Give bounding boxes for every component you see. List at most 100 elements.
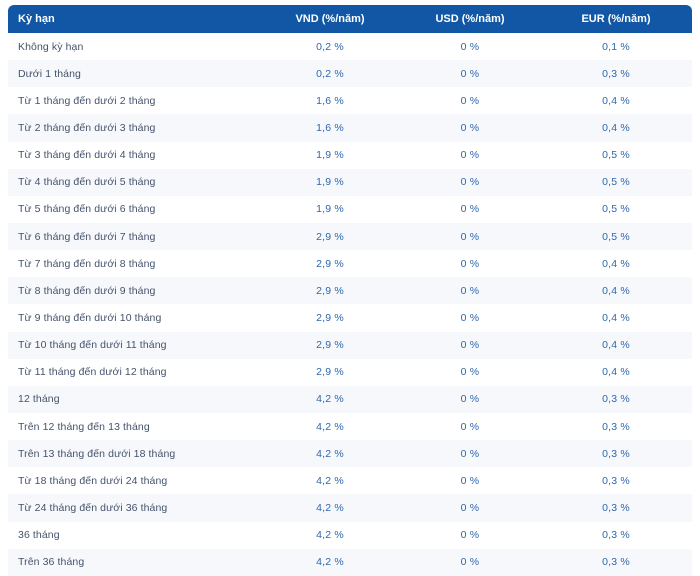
table-row: Trên 36 tháng 4,2 % 0 % 0,3 % (8, 548, 692, 576)
eur-rate-cell: 0,3 % (602, 529, 630, 542)
term-cell: Từ 24 tháng đến dưới 36 tháng (18, 501, 168, 514)
usd-rate-cell: 0 % (460, 556, 480, 569)
vnd-rate-cell: 1,9 % (316, 203, 344, 216)
table-row: Từ 11 tháng đến dưới 12 tháng 2,9 % 0 % … (8, 358, 692, 386)
usd-rate-cell: 0 % (460, 366, 480, 379)
table-body: Không kỳ hạn 0,2 % 0 % 0,1 % Dưới 1 thán… (8, 33, 692, 576)
table-row: Từ 2 tháng đến dưới 3 tháng 1,6 % 0 % 0,… (8, 114, 692, 142)
table-row: Từ 4 tháng đến dưới 5 tháng 1,9 % 0 % 0,… (8, 168, 692, 196)
term-cell: Từ 3 tháng đến dưới 4 tháng (18, 149, 156, 162)
eur-rate-cell: 0,1 % (602, 40, 630, 53)
vnd-rate-cell: 4,2 % (316, 501, 344, 514)
header-cell-eur: EUR (%/năm) (581, 13, 651, 25)
vnd-rate-cell: 4,2 % (316, 447, 344, 460)
vnd-rate-cell: 4,2 % (316, 556, 344, 569)
usd-rate-cell: 0 % (460, 311, 480, 324)
usd-rate-cell: 0 % (460, 474, 480, 487)
term-cell: Trên 36 tháng (18, 556, 85, 569)
vnd-rate-cell: 2,9 % (316, 339, 344, 352)
header-cell-term: Kỳ hạn (18, 13, 55, 25)
interest-rates-table: Kỳ hạn VND (%/năm) USD (%/năm) EUR (%/nă… (8, 5, 692, 576)
vnd-rate-cell: 0,2 % (316, 40, 344, 53)
term-cell: Từ 5 tháng đến dưới 6 tháng (18, 203, 156, 216)
usd-rate-cell: 0 % (460, 339, 480, 352)
table-row: Từ 8 tháng đến dưới 9 tháng 2,9 % 0 % 0,… (8, 277, 692, 305)
eur-rate-cell: 0,3 % (602, 447, 630, 460)
eur-rate-cell: 0,5 % (602, 149, 630, 162)
table-row: 36 tháng 4,2 % 0 % 0,3 % (8, 521, 692, 549)
term-cell: Từ 18 tháng đến dưới 24 tháng (18, 474, 168, 487)
vnd-rate-cell: 2,9 % (316, 311, 344, 324)
eur-rate-cell: 0,3 % (602, 474, 630, 487)
table-row: Trên 13 tháng đến dưới 18 tháng 4,2 % 0 … (8, 440, 692, 468)
vnd-rate-cell: 1,9 % (316, 176, 344, 189)
table-row: Từ 6 tháng đến dưới 7 tháng 2,9 % 0 % 0,… (8, 222, 692, 251)
usd-rate-cell: 0 % (460, 501, 480, 514)
usd-rate-cell: 0 % (460, 149, 480, 162)
usd-rate-cell: 0 % (460, 393, 480, 406)
table-row: Trên 12 tháng đến 13 tháng 4,2 % 0 % 0,3… (8, 412, 692, 441)
term-cell: Dưới 1 tháng (18, 67, 81, 80)
table-row: Từ 3 tháng đến dưới 4 tháng 1,9 % 0 % 0,… (8, 141, 692, 169)
table-header: Kỳ hạn VND (%/năm) USD (%/năm) EUR (%/nă… (8, 5, 692, 33)
vnd-rate-cell: 2,9 % (316, 230, 344, 243)
vnd-rate-cell: 4,2 % (316, 420, 344, 433)
header-cell-usd: USD (%/năm) (435, 13, 505, 25)
vnd-rate-cell: 2,9 % (316, 284, 344, 297)
usd-rate-cell: 0 % (460, 230, 480, 243)
vnd-rate-cell: 1,6 % (316, 121, 344, 134)
usd-rate-cell: 0 % (460, 420, 480, 433)
vnd-rate-cell: 1,9 % (316, 149, 344, 162)
usd-rate-cell: 0 % (460, 67, 480, 80)
term-cell: Từ 10 tháng đến dưới 11 tháng (18, 339, 167, 352)
vnd-rate-cell: 0,2 % (316, 67, 344, 80)
vnd-rate-cell: 2,9 % (316, 366, 344, 379)
vnd-rate-cell: 1,6 % (316, 94, 344, 107)
term-cell: Không kỳ hạn (18, 40, 84, 53)
eur-rate-cell: 0,4 % (602, 311, 630, 324)
term-cell: Trên 13 tháng đến dưới 18 tháng (18, 447, 176, 460)
term-cell: Từ 7 tháng đến dưới 8 tháng (18, 257, 156, 270)
eur-rate-cell: 0,4 % (602, 121, 630, 134)
eur-rate-cell: 0,5 % (602, 176, 630, 189)
usd-rate-cell: 0 % (460, 203, 480, 216)
eur-rate-cell: 0,3 % (602, 420, 630, 433)
header-cell-vnd: VND (%/năm) (295, 13, 365, 25)
usd-rate-cell: 0 % (460, 121, 480, 134)
term-cell: Từ 9 tháng đến dưới 10 tháng (18, 311, 162, 324)
table-row: Từ 1 tháng đến dưới 2 tháng 1,6 % 0 % 0,… (8, 87, 692, 115)
vnd-rate-cell: 4,2 % (316, 529, 344, 542)
eur-rate-cell: 0,4 % (602, 284, 630, 297)
term-cell: Từ 8 tháng đến dưới 9 tháng (18, 284, 156, 297)
table-row: Từ 18 tháng đến dưới 24 tháng 4,2 % 0 % … (8, 467, 692, 495)
vnd-rate-cell: 2,9 % (316, 257, 344, 270)
term-cell: Từ 6 tháng đến dưới 7 tháng (18, 230, 156, 243)
term-cell: 12 tháng (18, 393, 60, 406)
table-row: Từ 5 tháng đến dưới 6 tháng 1,9 % 0 % 0,… (8, 195, 692, 223)
table-row: 12 tháng 4,2 % 0 % 0,3 % (8, 385, 692, 413)
table-row: Dưới 1 tháng 0,2 % 0 % 0,3 % (8, 60, 692, 88)
term-cell: Trên 12 tháng đến 13 tháng (18, 420, 150, 433)
usd-rate-cell: 0 % (460, 176, 480, 189)
table-row: Từ 7 tháng đến dưới 8 tháng 2,9 % 0 % 0,… (8, 250, 692, 278)
table-row: Từ 9 tháng đến dưới 10 tháng 2,9 % 0 % 0… (8, 304, 692, 332)
usd-rate-cell: 0 % (460, 40, 480, 53)
term-cell: Từ 2 tháng đến dưới 3 tháng (18, 121, 156, 134)
term-cell: 36 tháng (18, 529, 60, 542)
usd-rate-cell: 0 % (460, 284, 480, 297)
term-cell: Từ 11 tháng đến dưới 12 tháng (18, 366, 167, 379)
eur-rate-cell: 0,4 % (602, 339, 630, 352)
term-cell: Từ 4 tháng đến dưới 5 tháng (18, 176, 156, 189)
eur-rate-cell: 0,5 % (602, 230, 630, 243)
vnd-rate-cell: 4,2 % (316, 474, 344, 487)
term-cell: Từ 1 tháng đến dưới 2 tháng (18, 94, 156, 107)
table-row: Từ 24 tháng đến dưới 36 tháng 4,2 % 0 % … (8, 494, 692, 522)
eur-rate-cell: 0,3 % (602, 501, 630, 514)
usd-rate-cell: 0 % (460, 94, 480, 107)
eur-rate-cell: 0,4 % (602, 366, 630, 379)
eur-rate-cell: 0,4 % (602, 94, 630, 107)
table-row: Từ 10 tháng đến dưới 11 tháng 2,9 % 0 % … (8, 331, 692, 359)
vnd-rate-cell: 4,2 % (316, 393, 344, 406)
table-row: Không kỳ hạn 0,2 % 0 % 0,1 % (8, 33, 692, 61)
eur-rate-cell: 0,3 % (602, 556, 630, 569)
